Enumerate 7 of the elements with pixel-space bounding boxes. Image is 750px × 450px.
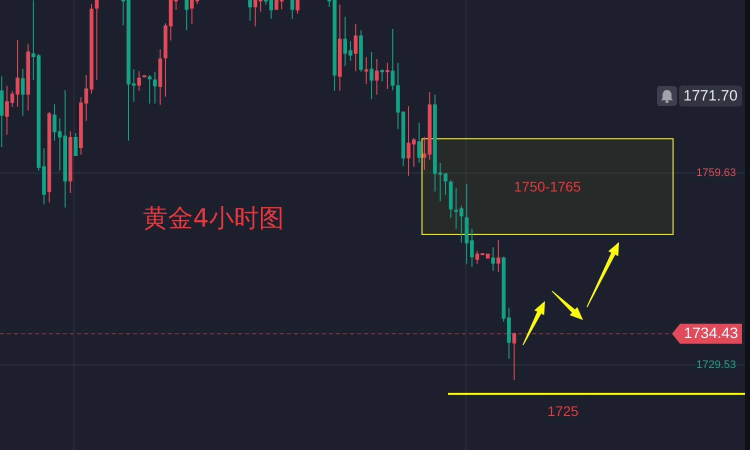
title: 黄金4小时图 (143, 204, 284, 232)
tick-label: 1759.63 (696, 166, 736, 179)
ref-label: 1725 (547, 402, 579, 419)
tick-label: 1729.53 (696, 358, 736, 371)
ref-label: 1734.43 (684, 325, 738, 342)
band-label: 1750-1765 (514, 178, 581, 195)
annotation: 1771.70 (683, 88, 738, 104)
